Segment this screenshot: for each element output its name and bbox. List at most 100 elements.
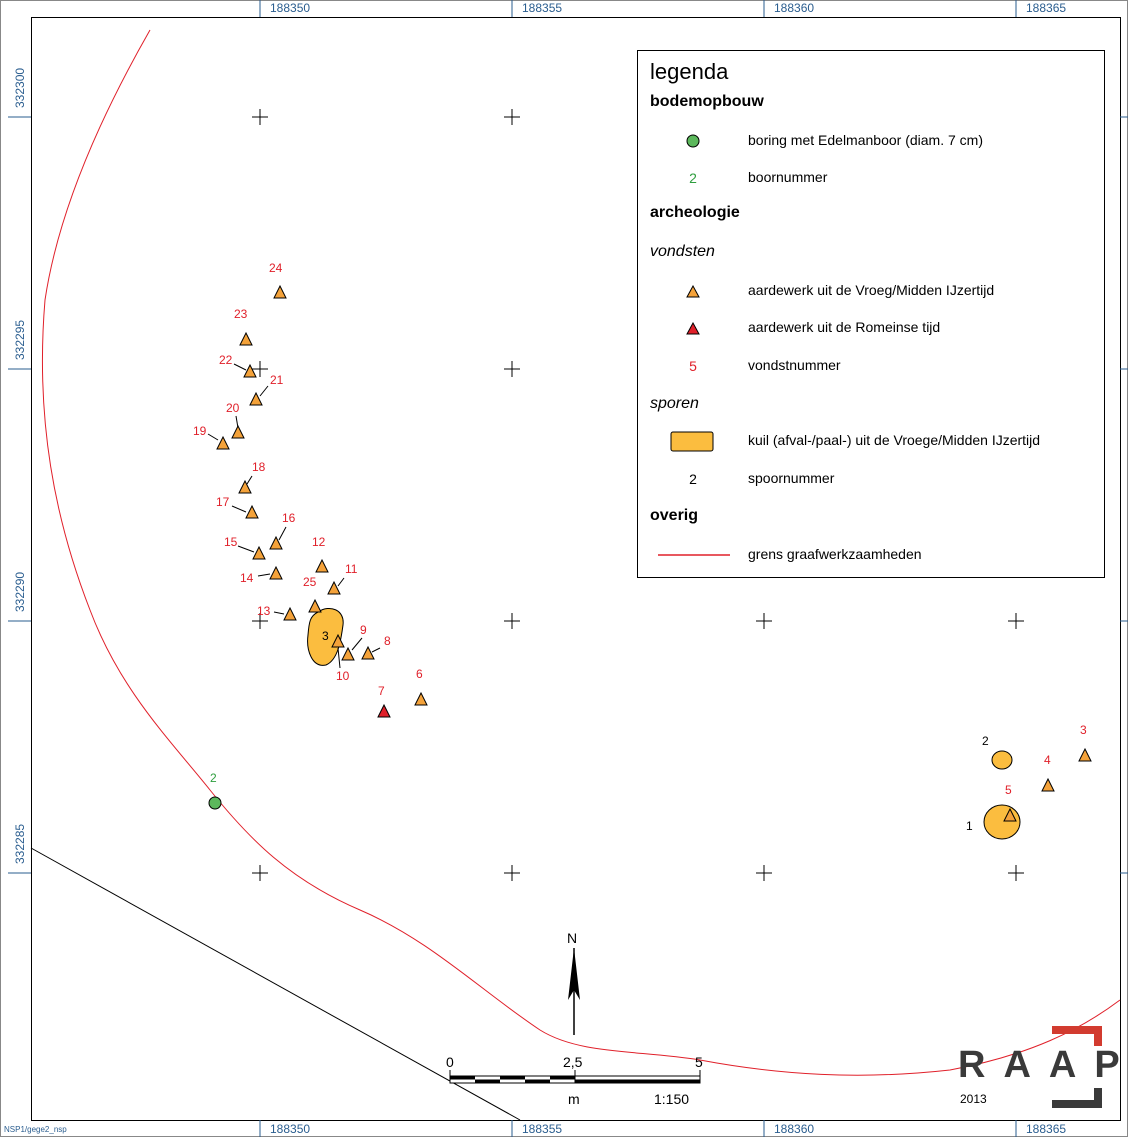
x-label-top-4: 188365: [1026, 1, 1066, 15]
find-9-marker: [341, 646, 355, 661]
legend-panel: legenda bodemopbouw boring met Edelmanbo…: [637, 50, 1105, 578]
raap-logo-bracket: [1052, 1026, 1102, 1108]
find-11-marker: [327, 580, 341, 595]
find-5-marker: [1003, 807, 1017, 822]
raap-logo: RAAP 2013: [958, 1030, 1120, 1112]
find-8-label: 8: [384, 634, 391, 648]
north-arrow: N: [567, 930, 580, 1035]
find-15-label: 15: [224, 535, 238, 549]
find-6-marker: [414, 691, 428, 706]
find-3-marker: [1078, 747, 1092, 762]
find-24-label: 24: [269, 261, 283, 275]
legend-item-vondstnummer: 5 vondstnummer: [638, 354, 1104, 378]
find-13-marker: [283, 606, 297, 621]
y-label-left-4: 332285: [13, 824, 27, 864]
find-24-marker: [273, 284, 287, 299]
y-label-left-1: 332300: [13, 68, 27, 108]
feature-2-shape: [991, 750, 1013, 770]
find-10-label: 10: [336, 669, 350, 683]
x-label-bottom-1: 188350: [270, 1122, 310, 1136]
find-25-marker: [308, 598, 322, 613]
find-23-marker: [239, 331, 253, 346]
boring-2-marker: [208, 796, 222, 810]
scale-ratio: 1:150: [654, 1091, 689, 1107]
find-4-label: 4: [1044, 753, 1051, 767]
find-13-leader: [273, 611, 285, 615]
legend-item-spoornummer: 2 spoornummer: [638, 467, 1104, 491]
legend-label-romeins: aardewerk uit de Romeinse tijd: [748, 319, 941, 335]
boornummer-legend-symbol: 2: [689, 170, 697, 186]
find-18-label: 18: [252, 460, 266, 474]
map-inner-frame: [31, 17, 1121, 1121]
legend-item-boornummer: 2 boornummer: [638, 166, 1104, 190]
legend-label-vondstnummer: vondstnummer: [748, 357, 841, 373]
scale-unit: m: [568, 1091, 580, 1107]
find-8-marker: [361, 645, 375, 660]
legend-item-romeins: aardewerk uit de Romeinse tijd: [638, 316, 1104, 340]
find-17-label: 17: [216, 495, 230, 509]
x-label-bottom-4: 188365: [1026, 1122, 1066, 1136]
find-21-marker: [249, 391, 263, 406]
x-label-bottom-2: 188355: [522, 1122, 562, 1136]
legend-label-spoornummer: spoornummer: [748, 470, 835, 486]
logo-year: 2013: [960, 1092, 987, 1106]
find-12-marker: [315, 558, 329, 573]
find-11-leader: [337, 577, 345, 587]
find-25-label: 25: [303, 575, 317, 589]
feature-3-label: 3: [322, 629, 329, 643]
find-10-marker: [331, 633, 345, 648]
north-label: N: [567, 930, 577, 946]
find-21-leader: [259, 385, 269, 397]
excavation-boundary-line: [41, 29, 1121, 1076]
find-9-label: 9: [360, 623, 367, 637]
scale-bar: 0 2,5 5 m 1:150: [446, 1054, 703, 1107]
find-18-leader: [246, 475, 253, 485]
find-15-leader: [237, 545, 255, 553]
grid-ticks: [8, 0, 1128, 1137]
find-4-marker: [1041, 777, 1055, 792]
x-label-top-1: 188350: [270, 1, 310, 15]
find-16-label: 16: [282, 511, 296, 525]
feature-2-label: 2: [982, 734, 989, 748]
legend-item-boring: boring met Edelmanboor (diam. 7 cm): [638, 129, 1104, 153]
file-reference: NSP1/gege2_nsp: [4, 1125, 67, 1134]
boring-legend-icon: [678, 129, 708, 153]
legend-section-overig: overig: [650, 507, 699, 524]
find-8-leader: [371, 647, 381, 653]
legend-section-sporen: sporen: [650, 395, 699, 412]
feature-1-shape: [983, 804, 1021, 840]
find-17-marker: [245, 504, 259, 519]
find-23-label: 23: [234, 307, 248, 321]
logo-letters: RAAP: [958, 1044, 1128, 1086]
find-19-label: 19: [193, 424, 207, 438]
terrain-line: [30, 847, 521, 1121]
spoornummer-legend-symbol: 2: [689, 471, 697, 487]
legend-title: legenda: [650, 59, 729, 84]
find-20-label: 20: [226, 401, 240, 415]
find-22-leader: [233, 363, 247, 371]
find-19-marker: [216, 435, 230, 450]
legend-label-grens: grens graafwerkzaamheden: [748, 546, 922, 562]
legend-label-boring: boring met Edelmanboor (diam. 7 cm): [748, 132, 983, 148]
find-7-label: 7: [378, 684, 385, 698]
find-14-label: 14: [240, 571, 254, 585]
find-19-leader: [207, 433, 219, 441]
boundary-line-legend-icon: [658, 543, 730, 567]
legend-section-vondsten: vondsten: [650, 243, 715, 260]
legend-section-bodemopbouw: bodemopbouw: [650, 93, 764, 110]
find-3-label: 3: [1080, 723, 1087, 737]
y-label-left-3: 332290: [13, 572, 27, 612]
find-15-marker: [252, 545, 266, 560]
find-16-marker: [269, 535, 283, 550]
find-12-label: 12: [312, 535, 326, 549]
find-7-marker: [377, 703, 391, 718]
legend-label-ijzertijd: aardewerk uit de Vroeg/Midden IJzertijd: [748, 282, 995, 298]
scale-tick-0: 0: [446, 1054, 454, 1070]
legend-item-grens: grens graafwerkzaamheden: [638, 543, 1104, 567]
find-18-marker: [238, 479, 252, 494]
legend-label-boornummer: boornummer: [748, 169, 828, 185]
find-13-label: 13: [257, 604, 271, 618]
legend-label-kuil: kuil (afval-/paal-) uit de Vroege/Midden…: [748, 432, 1041, 448]
legend-section-archeologie: archeologie: [650, 204, 740, 221]
